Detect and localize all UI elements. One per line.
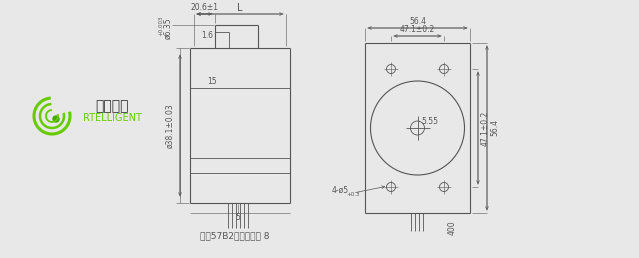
Text: L: L — [237, 3, 243, 13]
Text: ø38.1±0.03: ø38.1±0.03 — [166, 104, 174, 148]
Text: +0.3: +0.3 — [346, 192, 360, 198]
Text: +0.003: +0.003 — [158, 16, 164, 36]
Text: 注：57B2轴径尺寸为 8: 注：57B2轴径尺寸为 8 — [200, 231, 270, 240]
Text: 400: 400 — [447, 221, 456, 235]
Text: 5.55: 5.55 — [421, 117, 438, 125]
Text: 56.4: 56.4 — [409, 18, 426, 27]
Text: 47.1±0.2: 47.1±0.2 — [400, 26, 435, 35]
Text: 47.1±0.2: 47.1±0.2 — [481, 110, 489, 146]
Text: 1.6: 1.6 — [201, 30, 213, 39]
Text: 15: 15 — [207, 77, 217, 85]
Circle shape — [53, 116, 59, 122]
Text: ø6.35: ø6.35 — [164, 17, 173, 39]
Text: 5: 5 — [236, 214, 240, 222]
Text: 4-ø5: 4-ø5 — [332, 186, 349, 195]
Text: RTELLIGENT: RTELLIGENT — [82, 113, 141, 123]
Text: 锐特技术: 锐特技术 — [95, 99, 128, 113]
Text: 20.6±1: 20.6±1 — [190, 4, 219, 12]
Text: 56.4: 56.4 — [491, 119, 500, 136]
